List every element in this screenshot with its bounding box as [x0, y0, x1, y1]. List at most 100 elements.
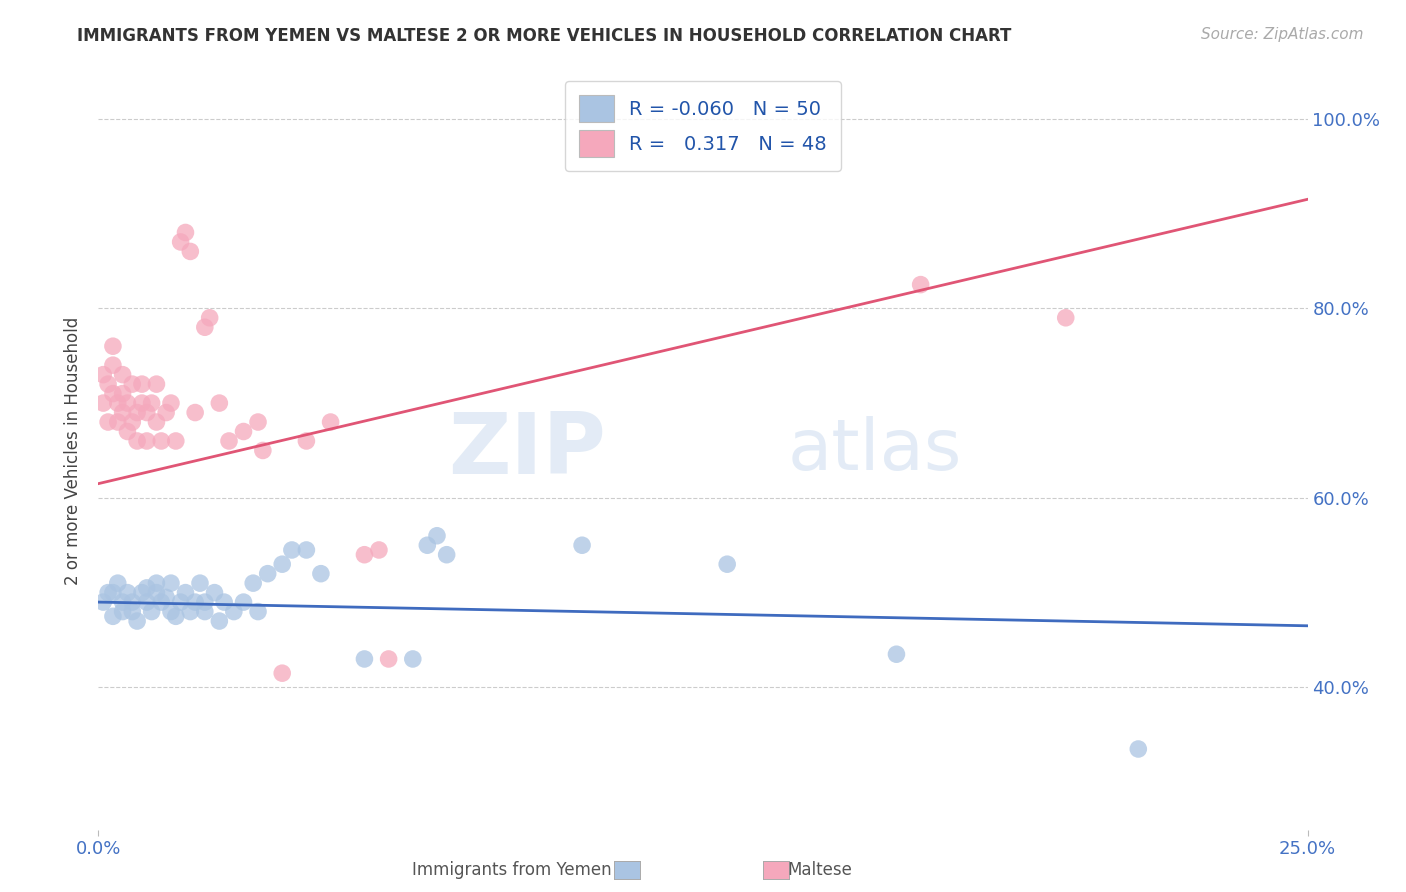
Point: [145, 415, 167, 429]
Point: [208, 396, 231, 410]
Point: [155, 406, 177, 420]
Point: [179, 244, 201, 259]
Point: [184, 406, 207, 420]
Point: [107, 396, 129, 410]
Point: [910, 277, 932, 292]
Point: [571, 538, 593, 552]
Point: [194, 595, 217, 609]
Point: [160, 576, 183, 591]
Point: [353, 548, 375, 562]
Point: [127, 406, 149, 420]
Point: [179, 605, 201, 619]
Point: [101, 609, 124, 624]
Point: [127, 434, 149, 448]
Point: [135, 406, 157, 420]
Point: [121, 595, 143, 609]
Point: [169, 595, 191, 609]
Point: [165, 609, 187, 624]
Point: [271, 666, 294, 681]
Point: [101, 585, 124, 599]
Point: [232, 425, 254, 439]
Text: IMMIGRANTS FROM YEMEN VS MALTESE 2 OR MORE VEHICLES IN HOUSEHOLD CORRELATION CHA: IMMIGRANTS FROM YEMEN VS MALTESE 2 OR MO…: [77, 27, 1012, 45]
Point: [198, 310, 221, 325]
Point: [160, 396, 183, 410]
Point: [135, 434, 157, 448]
Point: [436, 548, 458, 562]
Point: [145, 377, 167, 392]
Point: [107, 415, 129, 429]
Point: [208, 614, 231, 628]
Y-axis label: 2 or more Vehicles in Household: 2 or more Vehicles in Household: [65, 317, 83, 584]
Point: [886, 647, 908, 661]
Point: [309, 566, 332, 581]
Point: [131, 585, 153, 599]
Point: [117, 396, 139, 410]
Point: [111, 368, 134, 382]
Point: [218, 434, 240, 448]
Point: [121, 377, 143, 392]
Point: [141, 605, 163, 619]
Point: [169, 235, 191, 249]
Point: [150, 434, 173, 448]
Point: [101, 386, 124, 401]
Point: [194, 320, 217, 334]
Point: [402, 652, 425, 666]
Point: [416, 538, 439, 552]
Point: [101, 358, 124, 372]
Point: [426, 529, 449, 543]
Point: [121, 605, 143, 619]
Point: [247, 605, 270, 619]
Point: [204, 585, 226, 599]
Point: [111, 595, 134, 609]
Point: [184, 595, 207, 609]
Point: [160, 605, 183, 619]
Point: [716, 557, 738, 572]
Point: [377, 652, 399, 666]
Point: [91, 396, 114, 410]
Point: [111, 605, 134, 619]
Point: [97, 377, 120, 392]
Point: [145, 576, 167, 591]
Text: Immigrants from Yemen: Immigrants from Yemen: [412, 861, 612, 879]
Point: [281, 543, 304, 558]
Point: [353, 652, 375, 666]
Point: [135, 581, 157, 595]
Point: [121, 415, 143, 429]
Point: [212, 595, 235, 609]
Point: [107, 576, 129, 591]
Text: Source: ZipAtlas.com: Source: ZipAtlas.com: [1201, 27, 1364, 42]
Point: [117, 585, 139, 599]
Point: [131, 396, 153, 410]
Point: [97, 415, 120, 429]
Point: [174, 226, 197, 240]
Text: atlas: atlas: [787, 416, 962, 485]
Legend: R = -0.060   N = 50, R =   0.317   N = 48: R = -0.060 N = 50, R = 0.317 N = 48: [565, 81, 841, 171]
Point: [232, 595, 254, 609]
Point: [111, 406, 134, 420]
Point: [150, 595, 173, 609]
Point: [368, 543, 391, 558]
Point: [222, 605, 245, 619]
Point: [131, 377, 153, 392]
Point: [295, 434, 318, 448]
Text: Maltese: Maltese: [787, 861, 852, 879]
Point: [242, 576, 264, 591]
Point: [141, 396, 163, 410]
Point: [256, 566, 278, 581]
Point: [91, 368, 114, 382]
Point: [1054, 310, 1077, 325]
Point: [188, 576, 211, 591]
Point: [194, 605, 217, 619]
Point: [247, 415, 270, 429]
Point: [174, 585, 197, 599]
Point: [165, 434, 187, 448]
Text: ZIP: ZIP: [449, 409, 606, 492]
Point: [252, 443, 274, 458]
Point: [111, 386, 134, 401]
Point: [319, 415, 342, 429]
Point: [127, 614, 149, 628]
Point: [135, 595, 157, 609]
Point: [145, 585, 167, 599]
Point: [155, 591, 177, 605]
Point: [295, 543, 318, 558]
